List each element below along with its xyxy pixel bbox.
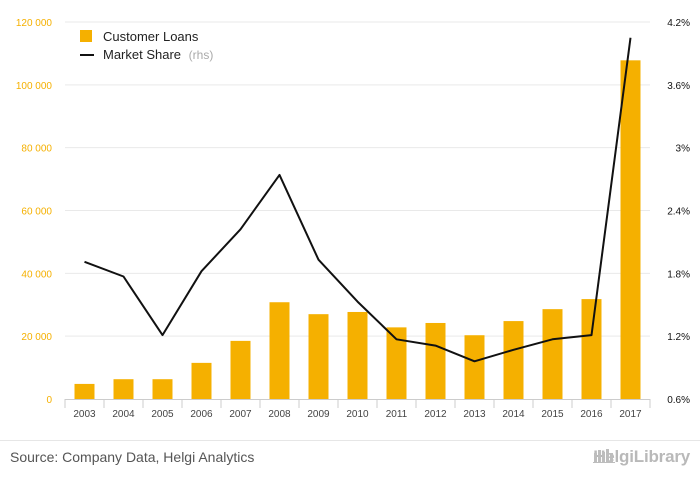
bar-customer-loans: [386, 327, 407, 399]
y-left-tick-label: 60 000: [21, 207, 52, 218]
bar-customer-loans: [581, 299, 602, 399]
bar-customer-loans: [113, 379, 134, 399]
bar-customer-loans: [308, 314, 329, 399]
bar-customer-loans: [464, 335, 485, 399]
bar-customer-loans: [230, 340, 251, 399]
market-share-line: [84, 37, 632, 363]
x-tick-label: 2014: [502, 409, 525, 420]
bar-customer-loans: [425, 322, 446, 399]
bar-customer-loans: [74, 383, 95, 399]
legend-text-market-share: Market Share: [103, 47, 181, 62]
y-left-tick-label: 40 000: [21, 269, 52, 280]
x-tick-label: 2012: [424, 409, 447, 420]
y-left-tick-label: 0: [46, 395, 52, 406]
footer-divider: [0, 440, 700, 441]
brand-name: HelgiLibrary: [593, 447, 690, 466]
x-tick-label: 2013: [463, 409, 486, 420]
y-right-tick-label: 2.4%: [667, 207, 690, 218]
y-left-tick-label: 120 000: [16, 18, 53, 29]
x-tick-label: 2005: [151, 409, 174, 420]
y-right-tick-label: 3%: [676, 144, 691, 155]
x-tick-label: 2003: [73, 409, 96, 420]
legend-suffix-rhs: (rhs): [189, 48, 214, 62]
axes: 0 20 000 40 000 60 000 80 000 100 000 120 000 0…: [16, 18, 690, 420]
bar-customer-loans: [347, 311, 368, 399]
bar-customer-loans: [269, 302, 290, 399]
brand-logo: HelgiLibrary: [593, 447, 690, 467]
x-tick-label: 2007: [229, 409, 252, 420]
x-tick-label: 2011: [386, 409, 408, 420]
y-left-tick-label: 20 000: [21, 332, 52, 343]
x-tick-label: 2010: [346, 409, 369, 420]
bars-customer-loans: [74, 60, 641, 399]
x-tick-label: 2004: [112, 409, 135, 420]
x-tick-label: 2008: [268, 409, 291, 420]
gridlines: [65, 21, 650, 337]
x-tick-label: 2016: [580, 409, 603, 420]
y-right-tick-label: 0.6%: [667, 395, 690, 406]
bar-customer-loans: [620, 60, 641, 399]
legend-label-customer-loans: Customer Loans: [103, 29, 199, 44]
y-left-tick-label: 100 000: [16, 81, 53, 92]
x-tick-label: 2009: [307, 409, 330, 420]
bar-customer-loans: [503, 321, 524, 399]
legend-swatch-customer-loans: [80, 30, 92, 42]
line-market-share: [84, 37, 632, 363]
bar-customer-loans: [152, 379, 173, 399]
bar-customer-loans: [542, 309, 563, 399]
bar-customer-loans: [191, 362, 212, 399]
library-icon: [593, 449, 616, 463]
y-right-tick-label: 4.2%: [667, 18, 690, 29]
x-tick-label: 2006: [190, 409, 213, 420]
combo-chart: 0 20 000 40 000 60 000 80 000 100 000 120 000 0…: [16, 18, 690, 420]
x-tick-label: 2015: [541, 409, 564, 420]
y-left-tick-label: 80 000: [21, 144, 52, 155]
y-right-tick-label: 1.2%: [667, 332, 690, 343]
x-tick-label: 2017: [619, 409, 642, 420]
y-right-tick-label: 3.6%: [667, 81, 690, 92]
legend-label-market-share: Market Share (rhs): [103, 47, 213, 62]
legend: Customer Loans Market Share (rhs): [80, 29, 213, 62]
source-text: Source: Company Data, Helgi Analytics: [10, 449, 255, 465]
y-right-tick-label: 1.8%: [667, 269, 690, 280]
